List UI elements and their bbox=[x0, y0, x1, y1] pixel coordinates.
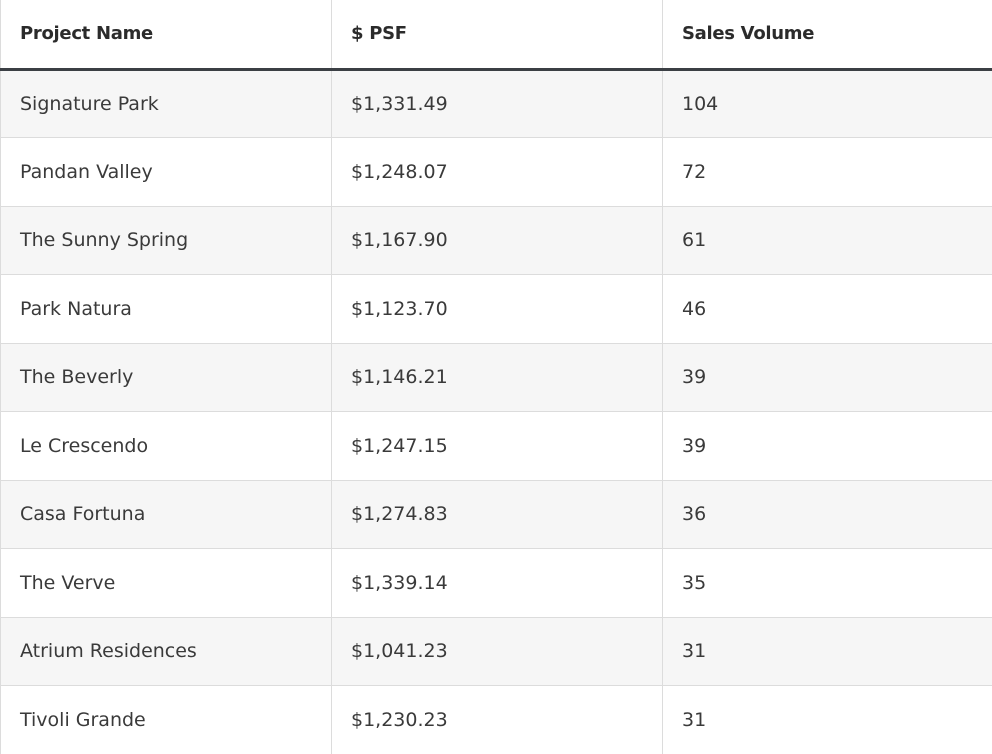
cell-sales-volume: 39 bbox=[663, 412, 992, 481]
cell-project-name: The Verve bbox=[1, 549, 332, 618]
cell-project-name: Park Natura bbox=[1, 275, 332, 344]
cell-project-name: Tivoli Grande bbox=[1, 686, 332, 754]
table-row: The Verve $1,339.14 35 bbox=[1, 549, 992, 618]
cell-sales-volume: 61 bbox=[663, 206, 992, 275]
cell-sales-volume: 72 bbox=[663, 138, 992, 207]
header-row: Project Name $ PSF Sales Volume bbox=[1, 0, 992, 69]
cell-sales-volume: 39 bbox=[663, 343, 992, 412]
cell-psf: $1,274.83 bbox=[332, 480, 663, 549]
header-psf: $ PSF bbox=[332, 0, 663, 69]
cell-project-name: Atrium Residences bbox=[1, 617, 332, 686]
table-row: Le Crescendo $1,247.15 39 bbox=[1, 412, 992, 481]
cell-sales-volume: 46 bbox=[663, 275, 992, 344]
cell-psf: $1,248.07 bbox=[332, 138, 663, 207]
table-row: Signature Park $1,331.49 104 bbox=[1, 69, 992, 138]
cell-psf: $1,339.14 bbox=[332, 549, 663, 618]
cell-psf: $1,041.23 bbox=[332, 617, 663, 686]
table-row: Pandan Valley $1,248.07 72 bbox=[1, 138, 992, 207]
header-project-name: Project Name bbox=[1, 0, 332, 69]
table-row: Atrium Residences $1,041.23 31 bbox=[1, 617, 992, 686]
cell-project-name: Le Crescendo bbox=[1, 412, 332, 481]
cell-sales-volume: 31 bbox=[663, 686, 992, 754]
table-row: The Beverly $1,146.21 39 bbox=[1, 343, 992, 412]
table-row: Casa Fortuna $1,274.83 36 bbox=[1, 480, 992, 549]
cell-psf: $1,247.15 bbox=[332, 412, 663, 481]
cell-psf: $1,331.49 bbox=[332, 69, 663, 138]
cell-psf: $1,167.90 bbox=[332, 206, 663, 275]
cell-sales-volume: 35 bbox=[663, 549, 992, 618]
cell-project-name: The Beverly bbox=[1, 343, 332, 412]
table-row: The Sunny Spring $1,167.90 61 bbox=[1, 206, 992, 275]
cell-sales-volume: 31 bbox=[663, 617, 992, 686]
header-sales-volume: Sales Volume bbox=[663, 0, 992, 69]
table-header: Project Name $ PSF Sales Volume bbox=[1, 0, 992, 69]
cell-psf: $1,230.23 bbox=[332, 686, 663, 754]
cell-psf: $1,146.21 bbox=[332, 343, 663, 412]
cell-project-name: Casa Fortuna bbox=[1, 480, 332, 549]
cell-sales-volume: 36 bbox=[663, 480, 992, 549]
table-row: Park Natura $1,123.70 46 bbox=[1, 275, 992, 344]
cell-project-name: Pandan Valley bbox=[1, 138, 332, 207]
cell-psf: $1,123.70 bbox=[332, 275, 663, 344]
table-row: Tivoli Grande $1,230.23 31 bbox=[1, 686, 992, 754]
cell-project-name: The Sunny Spring bbox=[1, 206, 332, 275]
table-body: Signature Park $1,331.49 104 Pandan Vall… bbox=[1, 69, 992, 754]
cell-sales-volume: 104 bbox=[663, 69, 992, 138]
cell-project-name: Signature Park bbox=[1, 69, 332, 138]
